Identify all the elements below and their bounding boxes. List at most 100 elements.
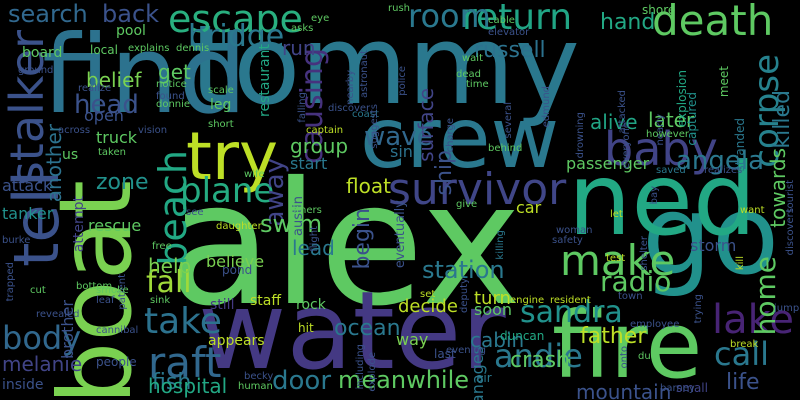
word-however: however (646, 129, 689, 140)
word-nearby: nearby (345, 70, 356, 105)
word-attack: attack (2, 176, 53, 195)
word-explains: explains (128, 43, 170, 54)
word-give: give (456, 199, 478, 210)
word-asks: asks (291, 23, 314, 34)
word-decide: decide (398, 296, 458, 317)
word-human: human (238, 381, 273, 392)
word-meanwhile: meanwhile (338, 366, 470, 394)
word-flight: flight (309, 226, 320, 252)
word-cabin: cabin (470, 328, 525, 352)
word-turn: turn (474, 288, 511, 309)
word-trapped: trapped (5, 262, 16, 302)
word-onto: onto (619, 346, 630, 369)
word-back: back (102, 0, 160, 28)
word-believe: believe (206, 252, 265, 271)
word-town: town (618, 291, 643, 302)
word-several: several (503, 102, 514, 139)
word-swim: swim (260, 210, 323, 238)
word-found: found (156, 91, 185, 102)
word-bottom: bottom (76, 281, 113, 292)
word-group: group (290, 134, 349, 158)
word-try: try (186, 118, 279, 195)
word-door: door (272, 366, 332, 396)
word-jump: jump (774, 303, 800, 314)
word-open: open (84, 106, 124, 125)
word-due: due (638, 351, 657, 362)
word-eye: eye (311, 13, 330, 24)
word-crash: crash (510, 348, 571, 373)
word-life: life (726, 370, 760, 395)
word-survivor: survivor (388, 164, 567, 215)
word-fall: fall (146, 265, 192, 300)
word-fish: fish (152, 370, 192, 395)
word-attempt: attempt (71, 196, 87, 253)
word-last: last (434, 347, 456, 361)
word-home: home (749, 256, 782, 336)
word-resident: resident (550, 295, 591, 306)
word-deputy: deputy (459, 278, 470, 314)
word-escape: escape (168, 0, 303, 41)
word-rescue: rescue (88, 216, 142, 235)
word-set: set (420, 289, 436, 300)
word-get: get (158, 60, 191, 84)
word-lead: lead (292, 236, 335, 260)
word-charge: charge (445, 118, 456, 153)
word-leaf: leaf (96, 295, 115, 306)
word-barney: barney (660, 383, 695, 394)
word-across: across (58, 125, 91, 136)
word-see: see (186, 207, 204, 218)
word-still: still (210, 297, 235, 313)
word-cut: cut (30, 285, 46, 296)
word-find: find (42, 13, 248, 138)
word-restaurant: restaurant (257, 44, 273, 117)
word-belief: belief (86, 68, 142, 92)
word-way: way (396, 330, 429, 349)
word-help: help (148, 254, 192, 278)
word-station: station (422, 256, 505, 284)
word-kill: kill (735, 256, 746, 271)
word-make: make (560, 236, 676, 285)
word-plane: plane (180, 171, 275, 211)
word-employee: employee (630, 319, 680, 330)
word-including: including (355, 344, 366, 390)
word-russell: russell (474, 38, 546, 63)
word-test: test (606, 253, 626, 264)
word-hit: hit (298, 321, 314, 335)
word-pool: pool (116, 23, 146, 39)
word-safety: safety (552, 235, 583, 246)
word-pond: pond (222, 263, 253, 277)
word-dennis: dennis (176, 43, 210, 54)
word-revealed: revealed (36, 309, 80, 320)
word-later: later (648, 108, 695, 132)
word-let: let (610, 209, 623, 220)
word-alex: alex (168, 146, 522, 344)
word-break: break (730, 339, 759, 350)
word-smoke: smoke (96, 285, 129, 296)
word-tanker: tanker (2, 204, 54, 223)
word-staff: staff (250, 293, 282, 309)
word-want: want (740, 205, 765, 216)
word-water: water (198, 269, 506, 394)
word-short: short (208, 119, 234, 130)
word-dead: dead (456, 69, 481, 80)
word-truck: truck (96, 128, 138, 147)
word-raft: raft (148, 338, 222, 387)
word-suggests: suggests (369, 104, 380, 149)
word-saved: saved (656, 165, 686, 176)
word-return: return (462, 0, 573, 38)
word-zone: zone (96, 170, 149, 195)
word-rush: rush (388, 3, 410, 14)
word-captain: captain (306, 125, 344, 136)
word-trying: trying (693, 294, 704, 324)
word-donnie: donnie (156, 99, 191, 110)
word-storm: storm (690, 236, 737, 255)
word-discovers: discovers (785, 208, 796, 256)
word-board: board (22, 45, 63, 61)
word-hospital: hospital (148, 374, 228, 398)
word-wave: wave (364, 122, 433, 152)
word-realizes: realizes (704, 165, 743, 176)
word-vision: vision (138, 125, 168, 136)
word-everyone: everyone (621, 122, 632, 169)
word-death: death (652, 0, 774, 45)
